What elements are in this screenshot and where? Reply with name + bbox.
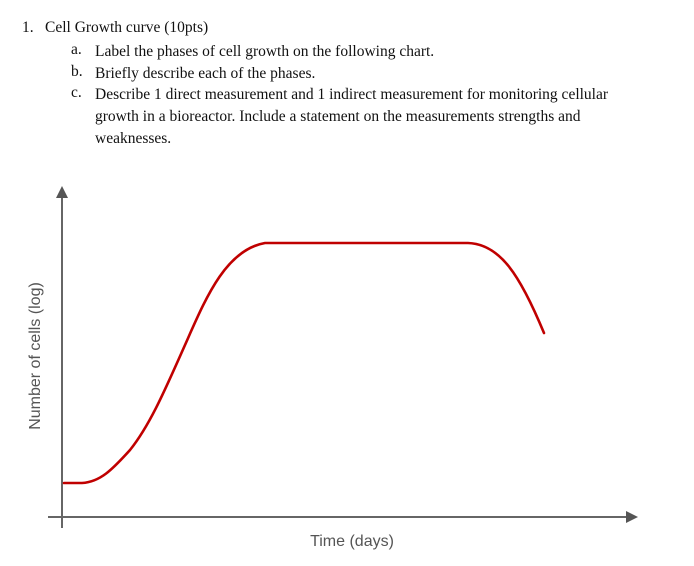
question-number: 1.	[22, 19, 34, 36]
item-letter: c.	[71, 84, 82, 101]
item-letter: b.	[71, 63, 83, 80]
question-title: Cell Growth curve (10pts)	[45, 19, 209, 36]
x-axis-label: Time (days)	[310, 533, 394, 550]
item-text: Briefly describe each of the phases.	[95, 65, 316, 82]
y-axis-arrow-icon	[56, 186, 68, 198]
y-axis-label: Number of cells (log)	[27, 282, 44, 430]
item-letter: a.	[71, 41, 82, 58]
growth-curve	[62, 241, 546, 485]
item-text: Label the phases of cell growth on the f…	[95, 43, 435, 60]
item-text: Describe 1 direct measurement and 1 indi…	[95, 86, 609, 147]
question-heading: 1. Cell Growth curve (10pts)	[22, 19, 208, 37]
x-axis-arrow-icon	[626, 511, 638, 523]
